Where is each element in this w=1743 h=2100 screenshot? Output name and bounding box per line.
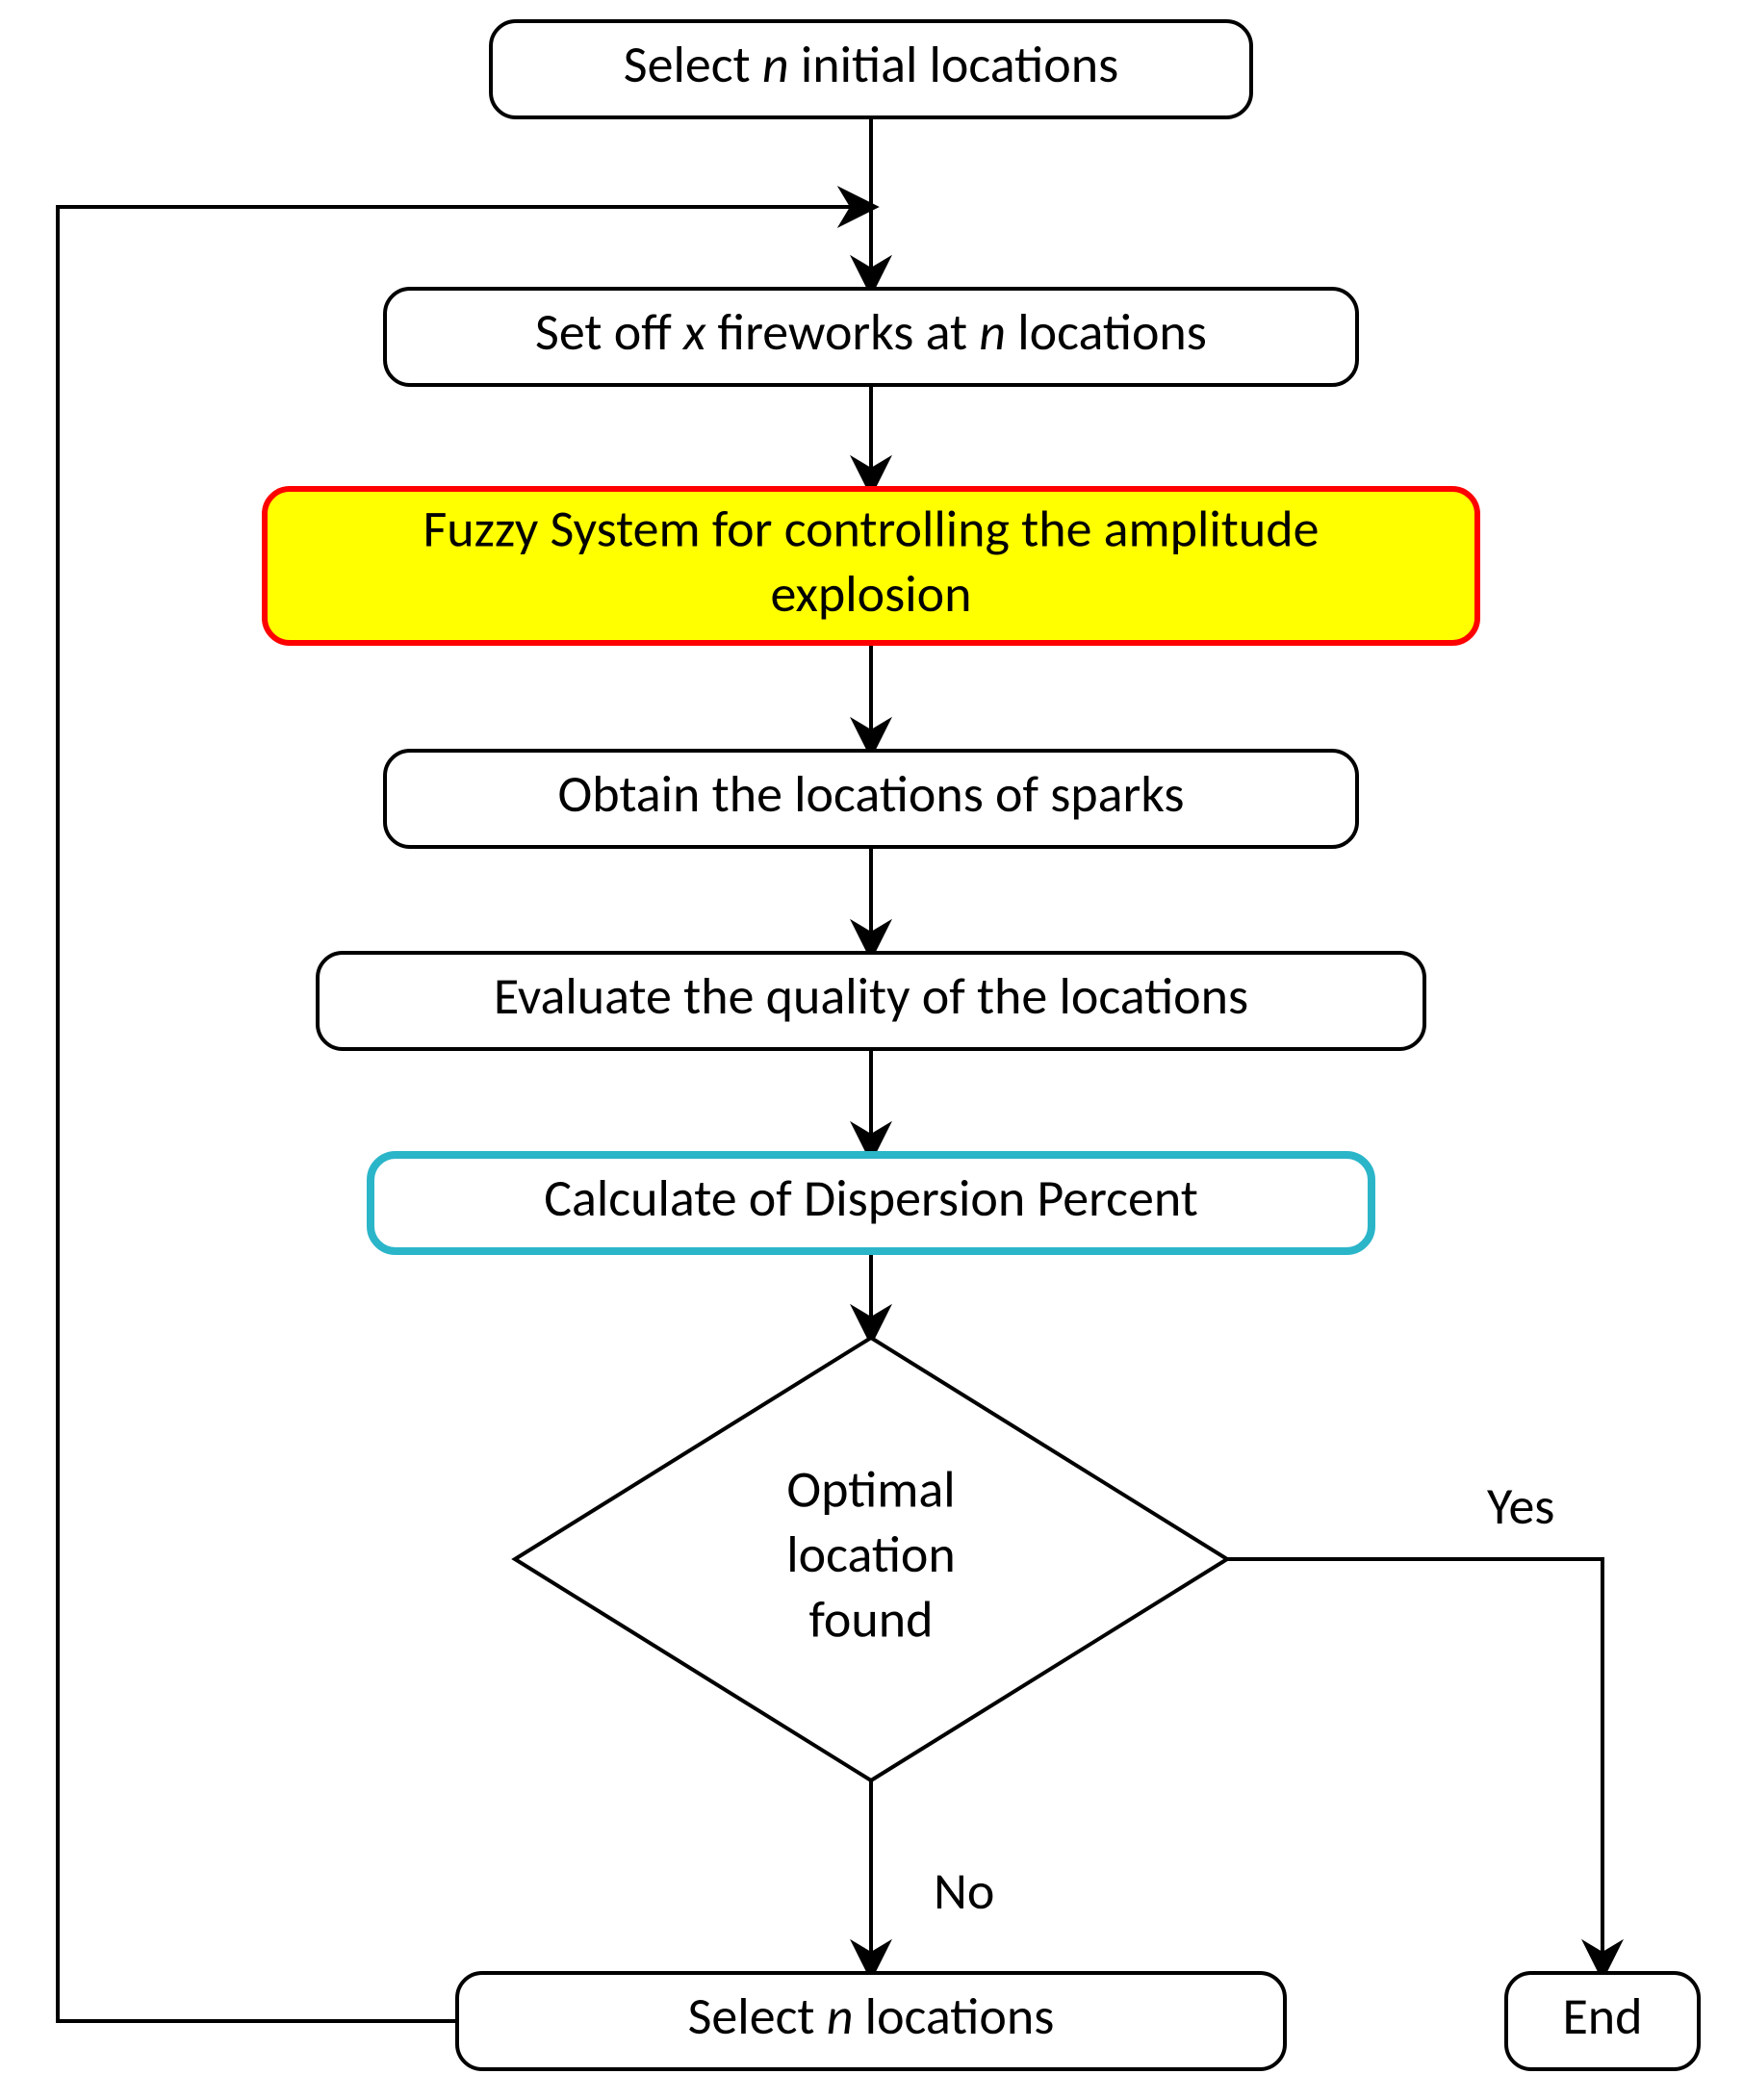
node-n3: Fuzzy System for controlling the amplitu… xyxy=(265,489,1477,643)
node-text-n4: Obtain the locations of sparks xyxy=(557,762,1184,826)
node-n4: Obtain the locations of sparks xyxy=(385,751,1357,847)
node-text-n8: End xyxy=(1562,1985,1642,2048)
node-d1: Optimallocationfound xyxy=(515,1338,1227,1780)
node-text-n7: Select n locations xyxy=(688,1985,1055,2048)
node-text-d1: Optimallocationfound xyxy=(786,1457,956,1651)
node-text-n6: Calculate of Dispersion Percent xyxy=(544,1166,1198,1230)
label-yes: Yes xyxy=(1487,1474,1554,1538)
node-n7: Select n locations xyxy=(457,1973,1285,2069)
node-n1: Select n initial locations xyxy=(491,21,1251,117)
node-text-n2: Set off x fireworks at n locations xyxy=(535,300,1207,364)
node-n5: Evaluate the quality of the locations xyxy=(318,953,1424,1049)
label-no: No xyxy=(934,1859,994,1923)
node-text-n5: Evaluate the quality of the locations xyxy=(494,964,1248,1028)
edge-eyes xyxy=(1227,1559,1602,1973)
node-n2: Set off x fireworks at n locations xyxy=(385,289,1357,385)
node-n8: End xyxy=(1506,1973,1699,2069)
node-text-n1: Select n initial locations xyxy=(624,33,1118,96)
edge-eloop xyxy=(58,207,871,2021)
node-n6: Calculate of Dispersion Percent xyxy=(371,1155,1371,1251)
